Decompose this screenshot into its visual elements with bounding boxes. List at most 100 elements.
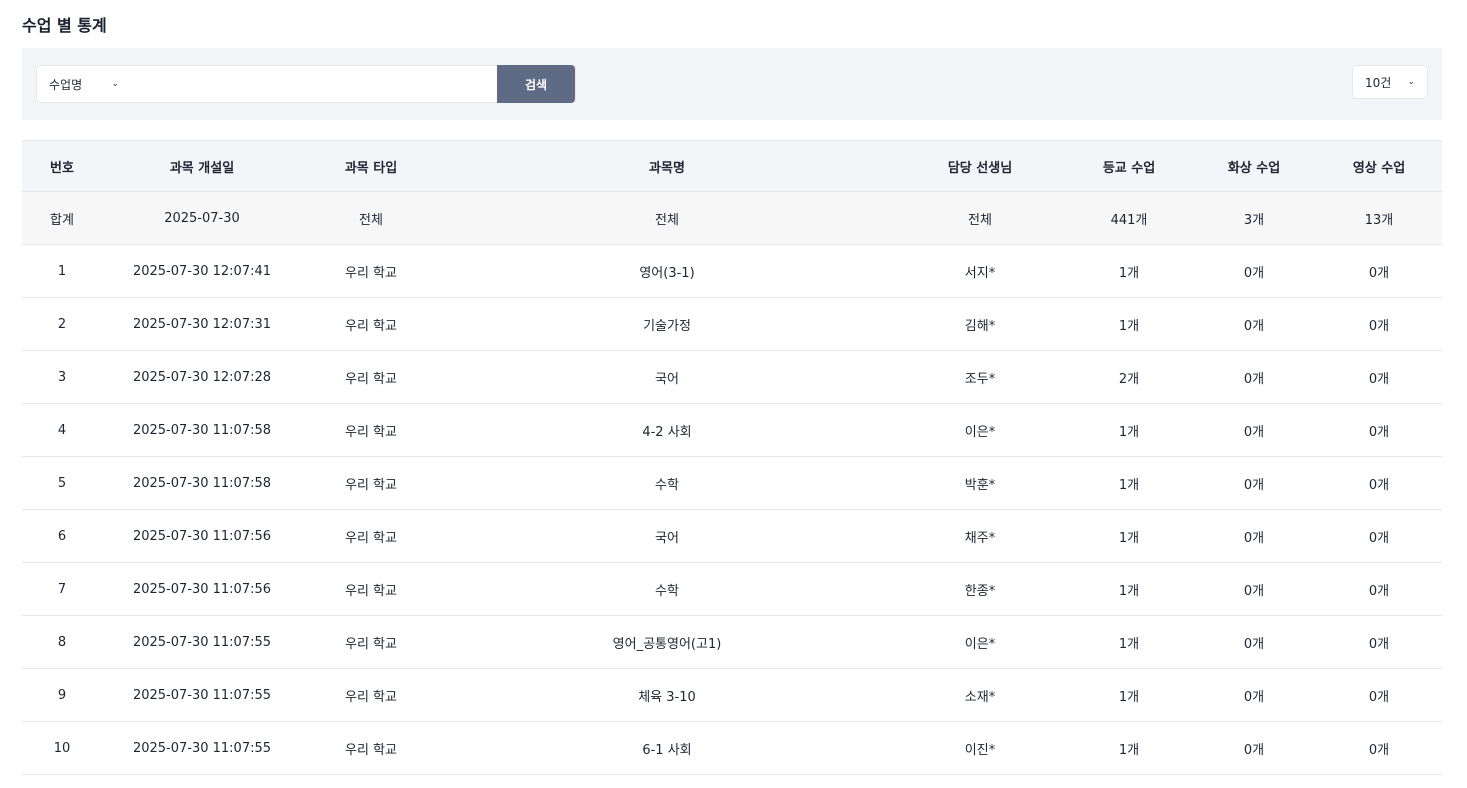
cell-video-call: 0개: [1192, 350, 1316, 404]
table-row: 10 2025-07-30 11:07:55 우리 학교 6-1 사회 이진* 1개 0개 0…: [22, 721, 1442, 775]
cell-offline: 2개: [1066, 350, 1192, 404]
cell-subject: 영어(3-1): [440, 244, 894, 298]
cell-video-call: 0개: [1192, 615, 1316, 669]
cell-subject: 국어: [440, 509, 894, 563]
cell-teacher: 채주*: [894, 509, 1066, 563]
cell-type: 우리 학교: [302, 403, 440, 457]
cell-offline: 1개: [1066, 668, 1192, 722]
table-row: 8 2025-07-30 11:07:55 우리 학교 영어_공통영어(고1) 이은* 1…: [22, 615, 1442, 669]
cell-teacher: 전체: [894, 191, 1066, 245]
page-title: 수업 별 통계: [22, 16, 107, 35]
header-offline: 등교 수업: [1066, 140, 1192, 192]
cell-video: 0개: [1316, 244, 1442, 298]
cell-teacher: 이은*: [894, 615, 1066, 669]
cell-video: 13개: [1316, 191, 1442, 245]
cell-video-call: 0개: [1192, 509, 1316, 563]
cell-type: 우리 학교: [302, 615, 440, 669]
header-teacher: 담당 선생님: [894, 140, 1066, 192]
cell-open-date: 2025-07-30 11:07:56: [102, 562, 302, 616]
cell-subject: 체육 3-10: [440, 668, 894, 722]
cell-open-date: 2025-07-30 12:07:41: [102, 244, 302, 298]
chevron-down-icon: ⌄: [1407, 77, 1415, 87]
cell-teacher: 이진*: [894, 721, 1066, 775]
cell-video-call: 0개: [1192, 456, 1316, 510]
cell-subject: 국어: [440, 350, 894, 404]
cell-offline: 1개: [1066, 615, 1192, 669]
cell-subject: 기술가정: [440, 297, 894, 351]
chevron-down-icon: ⌄: [111, 79, 119, 89]
cell-video: 0개: [1316, 509, 1442, 563]
cell-subject: 수학: [440, 562, 894, 616]
cell-teacher: 소재*: [894, 668, 1066, 722]
cell-video-call: 0개: [1192, 403, 1316, 457]
cell-number: 1: [22, 244, 102, 298]
cell-type: 우리 학교: [302, 350, 440, 404]
cell-open-date: 2025-07-30 11:07:56: [102, 509, 302, 563]
cell-type: 우리 학교: [302, 668, 440, 722]
cell-number: 6: [22, 509, 102, 563]
cell-subject: 영어_공통영어(고1): [440, 615, 894, 669]
table-row: 6 2025-07-30 11:07:56 우리 학교 국어 채주* 1개 0개 0개: [22, 509, 1442, 563]
header-video: 영상 수업: [1316, 140, 1442, 192]
cell-open-date: 2025-07-30 12:07:31: [102, 297, 302, 351]
cell-video: 0개: [1316, 403, 1442, 457]
cell-video-call: 0개: [1192, 721, 1316, 775]
cell-offline: 1개: [1066, 244, 1192, 298]
cell-video: 0개: [1316, 297, 1442, 351]
cell-type: 우리 학교: [302, 721, 440, 775]
table-row: 4 2025-07-30 11:07:58 우리 학교 4-2 사회 이은* 1개 0개 0개: [22, 403, 1442, 457]
cell-offline: 1개: [1066, 297, 1192, 351]
table-row: 1 2025-07-30 12:07:41 우리 학교 영어(3-1) 서지* 1개 0개 0…: [22, 244, 1442, 298]
cell-subject: 4-2 사회: [440, 403, 894, 457]
cell-subject: 전체: [440, 191, 894, 245]
filter-bar: 수업명 ⌄ 검색 10건 ⌄: [22, 48, 1442, 120]
cell-teacher: 이은*: [894, 403, 1066, 457]
cell-video: 0개: [1316, 721, 1442, 775]
cell-subject: 수학: [440, 456, 894, 510]
search-button[interactable]: 검색: [497, 65, 575, 103]
cell-number: 10: [22, 721, 102, 775]
cell-open-date: 2025-07-30 11:07:55: [102, 668, 302, 722]
cell-video-call: 0개: [1192, 244, 1316, 298]
cell-video: 0개: [1316, 456, 1442, 510]
cell-offline: 1개: [1066, 509, 1192, 563]
cell-number: 합계: [22, 191, 102, 245]
cell-video-call: 0개: [1192, 668, 1316, 722]
cell-teacher: 서지*: [894, 244, 1066, 298]
cell-subject: 6-1 사회: [440, 721, 894, 775]
stats-table: 번호 과목 개설일 과목 타입 과목명 담당 선생님 등교 수업 화상 수업 영상 수업 합계…: [22, 140, 1442, 775]
table-row: 3 2025-07-30 12:07:28 우리 학교 국어 조두* 2개 0개 0개: [22, 350, 1442, 404]
header-type: 과목 타입: [302, 140, 440, 192]
cell-type: 우리 학교: [302, 509, 440, 563]
cell-video-call: 3개: [1192, 191, 1316, 245]
header-number: 번호: [22, 140, 102, 192]
cell-video-call: 0개: [1192, 297, 1316, 351]
header-subject: 과목명: [440, 140, 894, 192]
table-row: 9 2025-07-30 11:07:55 우리 학교 체육 3-10 소재* 1개 0개 0…: [22, 668, 1442, 722]
cell-number: 5: [22, 456, 102, 510]
cell-open-date: 2025-07-30 11:07:55: [102, 615, 302, 669]
search-box: 수업명 ⌄: [36, 65, 576, 103]
cell-type: 전체: [302, 191, 440, 245]
cell-teacher: 김해*: [894, 297, 1066, 351]
header-open-date: 과목 개설일: [102, 140, 302, 192]
total-row: 합계 2025-07-30 전체 전체 전체 441개 3개 13개: [22, 191, 1442, 245]
cell-offline: 1개: [1066, 456, 1192, 510]
search-type-value: 수업명: [49, 77, 83, 92]
header-video-call: 화상 수업: [1192, 140, 1316, 192]
cell-teacher: 박훈*: [894, 456, 1066, 510]
cell-type: 우리 학교: [302, 562, 440, 616]
cell-offline: 1개: [1066, 721, 1192, 775]
search-type-select[interactable]: 수업명 ⌄: [37, 76, 127, 93]
cell-number: 4: [22, 403, 102, 457]
cell-offline: 1개: [1066, 403, 1192, 457]
page-size-select[interactable]: 10건 ⌄: [1352, 65, 1428, 99]
table-row: 5 2025-07-30 11:07:58 우리 학교 수학 박훈* 1개 0개 0개: [22, 456, 1442, 510]
cell-open-date: 2025-07-30: [102, 191, 302, 245]
cell-open-date: 2025-07-30 11:07:58: [102, 403, 302, 457]
cell-video-call: 0개: [1192, 562, 1316, 616]
cell-offline: 441개: [1066, 191, 1192, 245]
cell-video: 0개: [1316, 615, 1442, 669]
cell-video: 0개: [1316, 562, 1442, 616]
table-header: 번호 과목 개설일 과목 타입 과목명 담당 선생님 등교 수업 화상 수업 영상 수업: [22, 140, 1442, 192]
